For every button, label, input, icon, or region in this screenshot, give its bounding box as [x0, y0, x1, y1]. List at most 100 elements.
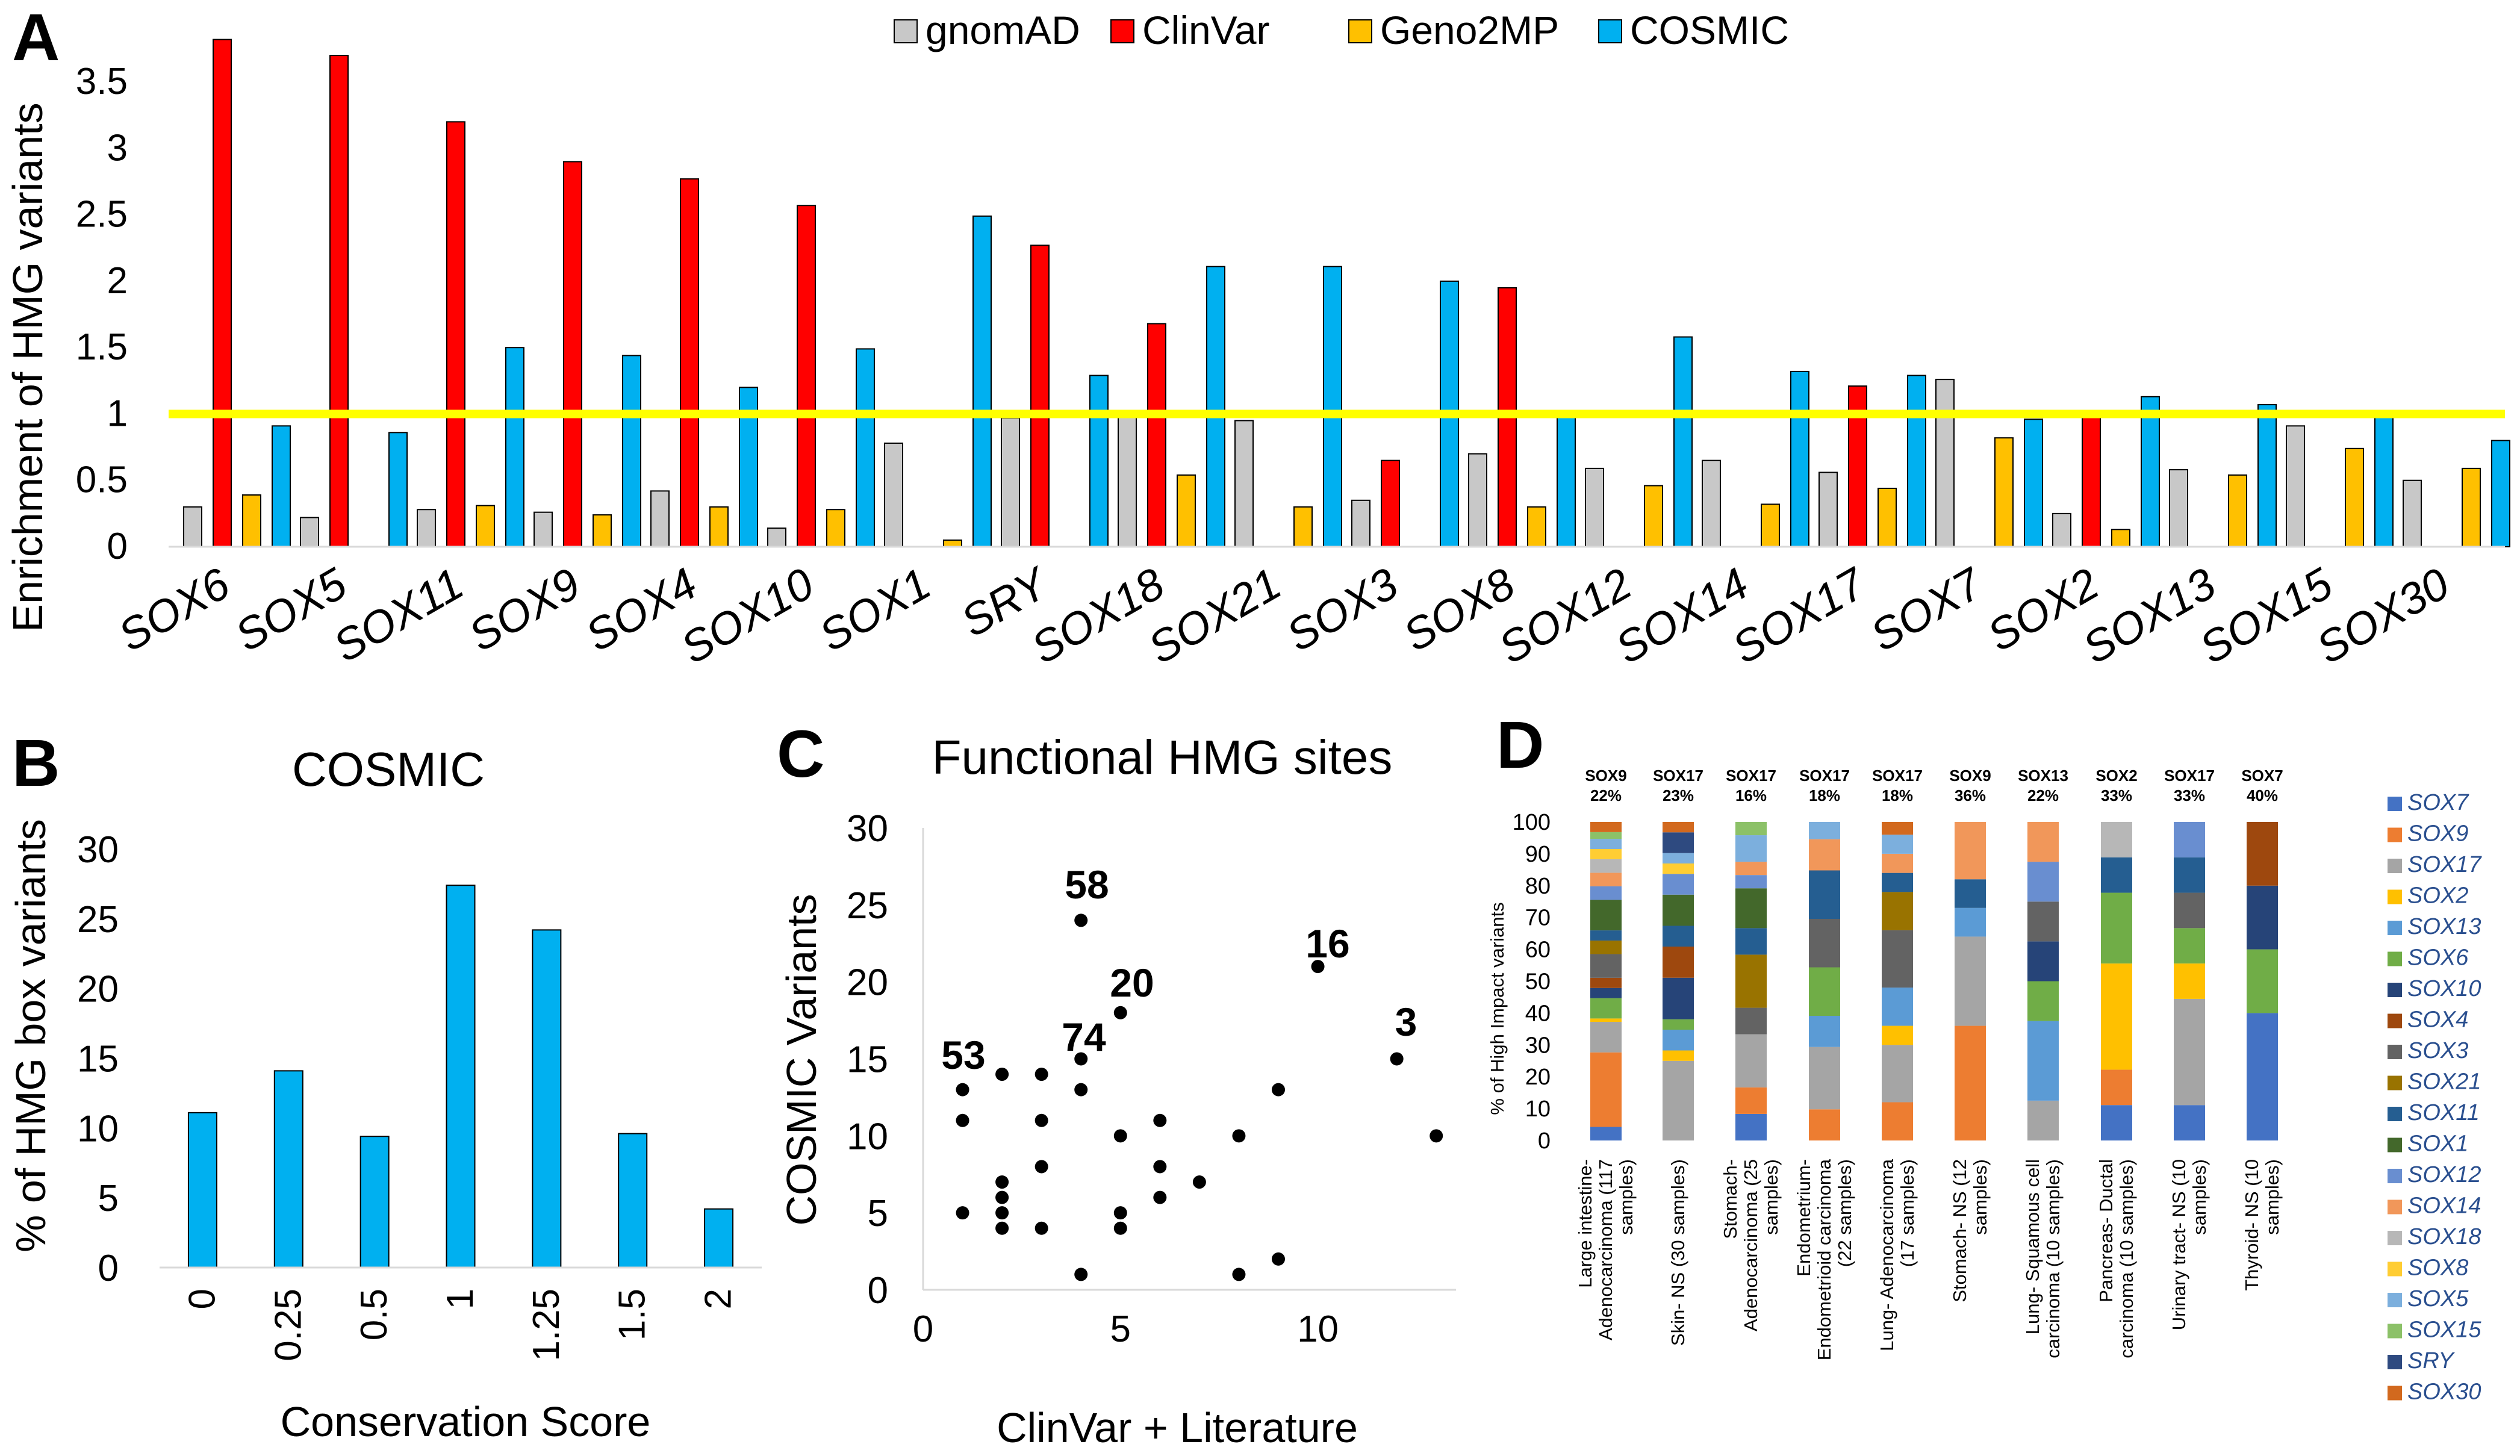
panel-d-column-headers: SOX922%SOX1723%SOX1716%SOX1718%SOX1718%S…: [1585, 767, 2283, 804]
panel-a-bar: [1790, 370, 1809, 547]
panel-d-stack-segment: [1809, 1109, 1840, 1140]
panel-c-point: [1034, 1160, 1048, 1174]
panel-d-legend-swatch: [2388, 1231, 2402, 1245]
panel-a-bar: [826, 509, 845, 547]
panel-c-y-ticks: 0 5 10 15 20 25 30: [847, 808, 888, 1311]
panel-a-bar: [1585, 467, 1604, 547]
panel-d-stack-segment: [1663, 832, 1694, 853]
panel-a-bar: [1206, 266, 1225, 547]
panel-c-y-label: COSMIC Variants: [778, 894, 825, 1225]
panel-a-bar: [856, 348, 875, 547]
panel-d-legend-label: SOX30: [2407, 1380, 2481, 1405]
panel-b-y-tick: 0: [98, 1248, 119, 1289]
panel-d-column-percent: 16%: [1735, 786, 1767, 804]
panel-d-column-percent: 22%: [2027, 786, 2059, 804]
panel-d-column-percent: 33%: [2101, 786, 2132, 804]
panel-a-bar: [2257, 404, 2277, 548]
panel-c-point: [956, 1083, 969, 1097]
panel-d-y-label: % of High Impact variants: [1487, 902, 1508, 1115]
panel-a-bar: [1878, 487, 1897, 548]
panel-b-bar: [704, 1208, 734, 1268]
panel-d-legend-label: SOX2: [2407, 883, 2468, 909]
panel-a-bar: [1118, 415, 1137, 547]
panel-d-column-gene: SOX13: [2018, 767, 2068, 785]
panel-a-bar: [1527, 506, 1546, 547]
panel-d-stack-segment: [1590, 839, 1622, 850]
panel-d-column-percent: 18%: [1809, 786, 1840, 804]
panel-a-bar: [622, 355, 641, 547]
panel-d-legend-label: SOX15: [2407, 1318, 2481, 1343]
panel-c-point: [1113, 1206, 1127, 1220]
panel-d-stack-segment: [2174, 857, 2205, 893]
panel-d-legend-label: SOX7: [2407, 790, 2469, 815]
panel-b-category-label: 0.25: [267, 1289, 309, 1361]
panel-d-legend-swatch: [2388, 1262, 2402, 1277]
panel-d-y-tick: 20: [1525, 1065, 1551, 1090]
panel-c-points: [956, 913, 1443, 1281]
panel-a-bar: [1673, 336, 1693, 547]
panel-d-stack-segment: [2027, 1021, 2059, 1101]
panel-a-bar: [1089, 375, 1109, 547]
panel-b-category-label: 1: [440, 1289, 481, 1309]
panel-a-bar: [1644, 485, 1663, 548]
panel-d-legend-swatch: [2388, 1013, 2402, 1028]
panel-a-category-label: SOX30: [2308, 558, 2457, 673]
panel-d-legend: SOX7 SOX9 SOX17 SOX2 SOX13 SOX6 SOX10 SOX4 SOX3 S…: [2388, 790, 2482, 1405]
panel-d-stack-segment: [1590, 873, 1622, 886]
panel-d-legend-label: SOX3: [2407, 1038, 2468, 1063]
panel-d-y-tick: 30: [1525, 1033, 1551, 1058]
panel-d-stack-segment: [2247, 1013, 2278, 1140]
panel-a-category-label: SOX21: [1140, 558, 1289, 673]
panel-d-stack-segment: [1735, 835, 1767, 862]
panel-d-stack-segment: [1590, 930, 1622, 941]
panel-d-legend-swatch: [2388, 797, 2402, 811]
panel-c-point: [1034, 1221, 1048, 1235]
panel-a-bar: [972, 215, 992, 547]
panel-c-point-annotation: 20: [1110, 960, 1154, 1005]
panel-a-y-tick: 3: [107, 127, 128, 169]
panel-a-category-label: SOX18: [1023, 558, 1172, 673]
panel-d-legend-swatch: [2388, 1386, 2402, 1401]
panel-c-point: [1034, 1113, 1048, 1127]
panel-d-stack-segment: [1735, 1007, 1767, 1034]
panel-a-bar: [593, 514, 612, 547]
panel-c-point: [1034, 1068, 1048, 1081]
panel-b-y-tick: 15: [77, 1039, 119, 1080]
panel-d-stack-segment: [1663, 822, 1694, 833]
panel-c-point-annotation: 16: [1305, 921, 1349, 966]
panel-d-category-label: Stomach- NS (12samples): [1949, 1159, 1991, 1302]
panel-b-y-tick: 10: [77, 1108, 119, 1150]
panel-c-y-tick: 30: [847, 808, 888, 850]
panel-c-annotations: 58 20 16 3 53 74: [941, 862, 1417, 1077]
panel-a-bar: [1935, 379, 1955, 547]
panel-a-category-label: SOX11: [325, 558, 471, 671]
panel-d-y-tick: 90: [1525, 842, 1551, 867]
panel-a-legend-swatch: [1348, 19, 1372, 43]
panel-d-legend-swatch: [2388, 827, 2402, 842]
panel-d-stack-segment: [1882, 835, 1913, 854]
panel-d-y-tick: 10: [1525, 1097, 1551, 1122]
panel-a-category-label: SOX6: [110, 558, 238, 661]
panel-d-stack-segment: [1955, 907, 1986, 937]
panel-d-stack-segment: [1590, 832, 1622, 839]
panel-a-bar: [2111, 529, 2130, 548]
panel-d-stack-segment: [2174, 998, 2205, 1106]
panel-a-bar: [1702, 459, 1721, 547]
panel-d-category-label: Urinary tract- NS (10samples): [2168, 1159, 2210, 1330]
panel-a-bar: [1351, 499, 1370, 548]
panel-b-cosmic-chart: COSMIC % of HMG box variants Conservatio…: [7, 742, 762, 1445]
panel-a-bar: [1001, 417, 1020, 547]
panel-d-category-label: Endometrium-Endometrioid carcinoma(22 sa…: [1793, 1159, 1855, 1360]
panel-d-column-percent: 36%: [1955, 786, 1986, 804]
panel-d-category-label: Thyroid- NS (10samples): [2241, 1159, 2283, 1291]
panel-d-stack-segment: [1882, 930, 1913, 988]
panel-d-stack-segment: [1735, 1034, 1767, 1087]
panel-d-stack-segment: [1735, 862, 1767, 876]
panel-d-stack-segment: [1590, 886, 1622, 900]
panel-c-y-tick: 5: [868, 1193, 888, 1234]
panel-a-bar: [2462, 467, 2481, 547]
panel-a-bar: [417, 509, 436, 547]
panel-d-stack-segment: [2174, 963, 2205, 999]
panel-c-x-ticks: 0 5 10: [913, 1308, 1339, 1350]
